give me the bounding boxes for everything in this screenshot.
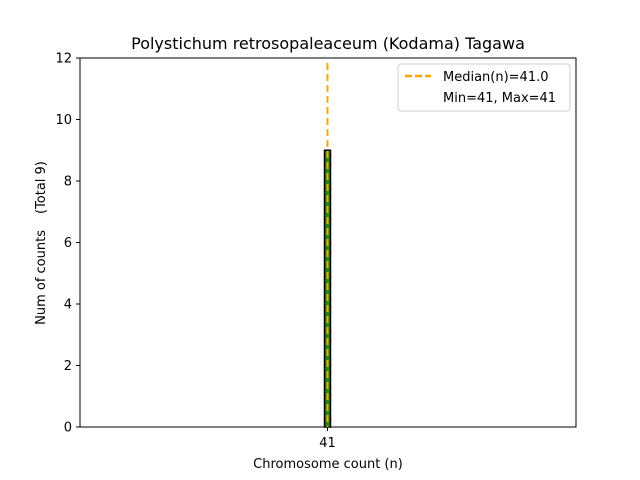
y-axis-label-group: Num of counts (Total 9)	[34, 161, 49, 325]
chart-title: Polystichum retrosopaleaceum (Kodama) Ta…	[131, 34, 525, 53]
legend: Median(n)=41.0 Min=41, Max=41	[397, 63, 571, 112]
y-tick-label: 2	[64, 359, 72, 374]
y-tick-label: 8	[64, 175, 72, 190]
legend-entry-median: Median(n)=41.0	[443, 70, 549, 85]
y-tick-label: 0	[64, 421, 72, 436]
y-axis-ticks: 0 2 4 6 8 10 12	[55, 52, 80, 436]
y-tick-label: 4	[64, 298, 72, 313]
legend-entry-minmax: Min=41, Max=41	[443, 91, 556, 106]
y-axis-label: Num of counts	[34, 230, 49, 325]
y-axis-total: (Total 9)	[34, 161, 49, 214]
y-tick-label: 10	[55, 113, 72, 128]
y-tick-label: 6	[64, 236, 72, 251]
x-axis-label: Chromosome count (n)	[253, 457, 403, 472]
x-tick-label: 41	[319, 436, 336, 451]
legend-box	[397, 63, 571, 112]
y-tick-label: 12	[55, 52, 72, 67]
